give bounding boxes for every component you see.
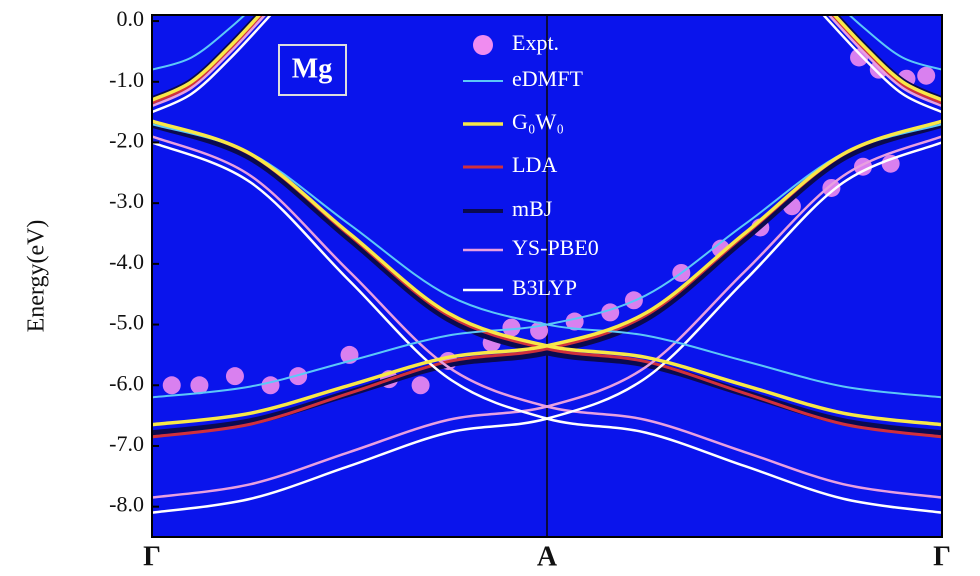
legend-marker (473, 35, 493, 55)
y-tick-label: 0.0 (117, 6, 145, 31)
data-point (261, 376, 280, 395)
band-line (822, 15, 942, 114)
data-point (502, 318, 521, 337)
band-line (152, 15, 267, 108)
band-line (847, 15, 942, 71)
band-line (152, 135, 942, 499)
band-line (829, 15, 942, 105)
data-point (822, 178, 841, 197)
data-point (881, 154, 900, 173)
legend-label: YS-PBE0 (512, 235, 599, 260)
y-tick-label: -3.0 (109, 188, 144, 213)
y-tick-label: -8.0 (109, 492, 144, 517)
data-point (917, 66, 936, 85)
legend-label: LDA (512, 152, 557, 177)
band-line (152, 15, 272, 114)
band-line (827, 15, 942, 108)
band-line (152, 141, 942, 514)
data-point (411, 376, 430, 395)
band-line (152, 15, 262, 102)
y-tick-label: -5.0 (109, 310, 144, 335)
band-line (152, 141, 942, 514)
band-line (152, 123, 942, 399)
band-line (152, 135, 942, 499)
legend-label: eDMFT (512, 66, 583, 91)
y-tick-label: -2.0 (109, 128, 144, 153)
band-line (152, 123, 942, 399)
band-line (152, 15, 265, 105)
y-tick-label: -6.0 (109, 370, 144, 395)
band-line (152, 119, 942, 427)
band-line (832, 15, 942, 102)
data-point (225, 367, 244, 386)
legend-label: Expt. (512, 30, 559, 55)
band-line (152, 15, 247, 71)
annotation-box (278, 44, 347, 96)
x-tick-label: Γ (143, 541, 161, 572)
annotation: Mg (292, 53, 332, 84)
plot-frame (151, 14, 943, 538)
band-line (152, 119, 942, 427)
data-point (190, 376, 209, 395)
y-tick-label: -4.0 (109, 249, 144, 274)
x-tick-label: Γ (933, 541, 951, 572)
y-axis-title: Energy(eV) (24, 220, 50, 333)
y-tick-label: -7.0 (109, 431, 144, 456)
plot-area (152, 15, 942, 537)
legend-label: G₀W₀ (512, 109, 564, 134)
legend-label: B3LYP (512, 275, 577, 300)
y-tick-label: -1.0 (109, 67, 144, 92)
legend-label: mBJ (512, 196, 553, 221)
x-tick-label: A (537, 541, 558, 572)
data-point (162, 376, 181, 395)
